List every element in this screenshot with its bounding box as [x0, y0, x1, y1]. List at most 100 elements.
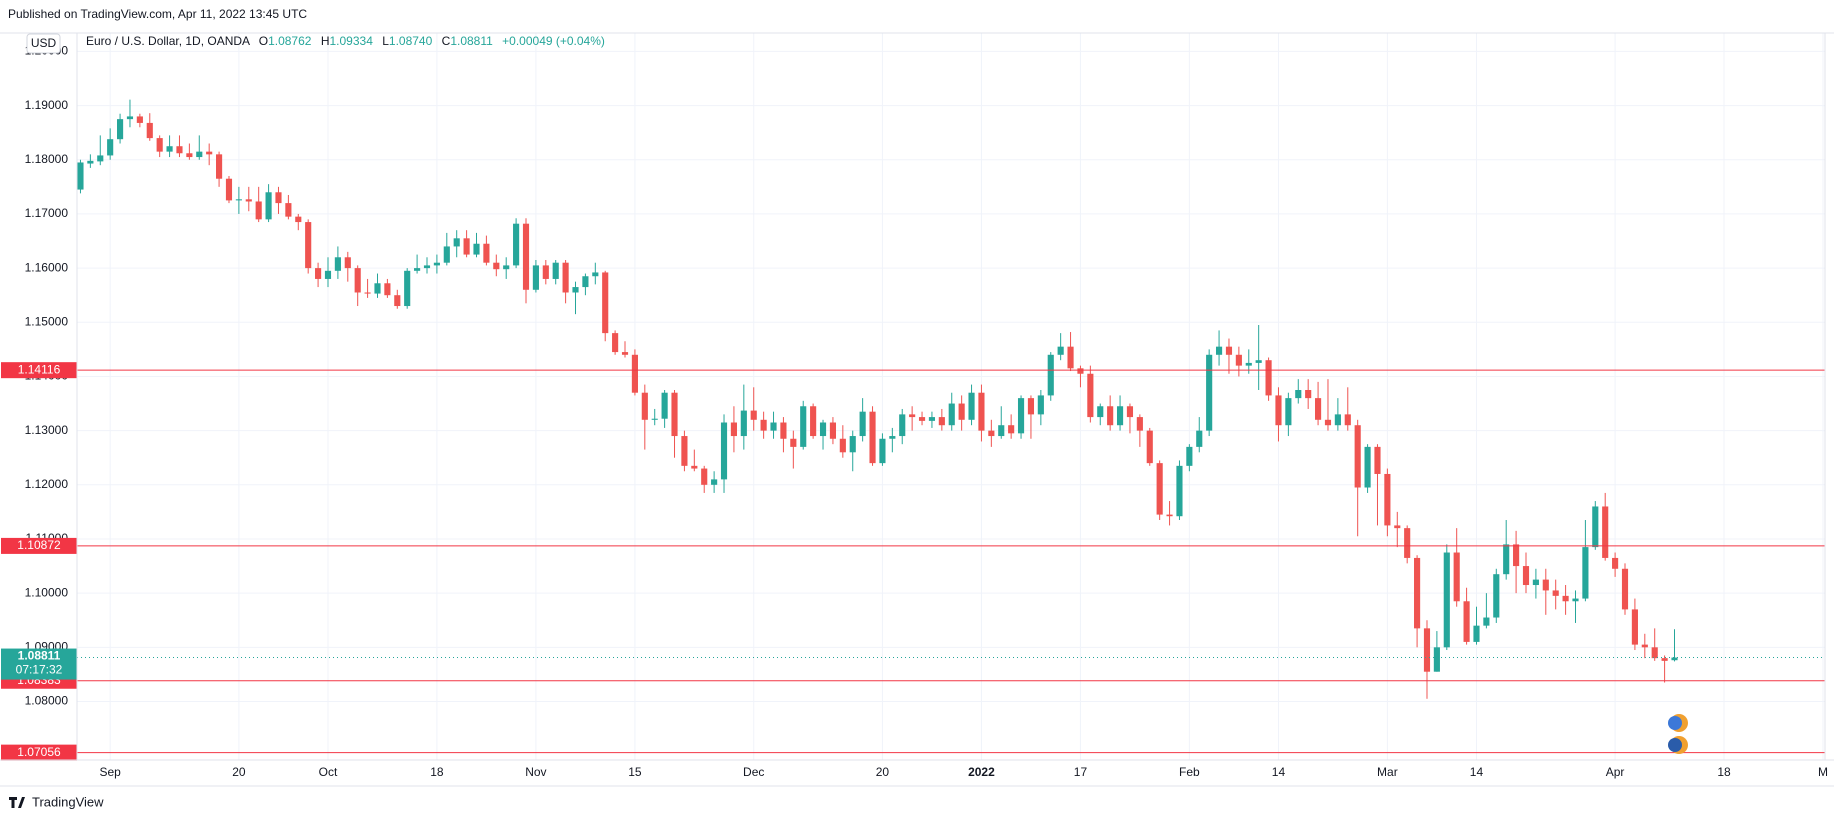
candle-body [384, 283, 391, 296]
candle-body [711, 479, 718, 485]
candle-body [216, 154, 223, 179]
candle-body [790, 438, 797, 447]
last-price-label: 1.08811 [18, 649, 61, 663]
x-tick-label: Oct [319, 765, 338, 779]
event-icons[interactable] [1668, 714, 1688, 754]
logo-mark [9, 797, 25, 808]
last-price-box [1, 648, 77, 680]
candle-body [552, 262, 559, 279]
candle-body [1126, 406, 1134, 418]
y-tick-label: 1.17000 [25, 206, 69, 220]
change: +0.00049 (+0.04%) [502, 34, 605, 48]
level-label: 1.10872 [17, 538, 61, 552]
candle-body [1186, 446, 1193, 466]
y-tick-label: 1.08000 [25, 694, 69, 708]
x-tick-label: Mar [1377, 765, 1398, 779]
candle-body [1612, 557, 1619, 569]
candle-body [1552, 590, 1559, 596]
x-tick-label: M [1818, 765, 1828, 779]
candle-body [126, 116, 134, 120]
candle-body [1027, 398, 1035, 415]
candle-body [1097, 406, 1104, 418]
candle-body [77, 162, 84, 190]
x-tick-label: 17 [1074, 765, 1088, 779]
candle-body [1275, 395, 1282, 426]
candle-body [1374, 446, 1381, 474]
candle-body [879, 438, 886, 464]
candle-body [423, 265, 431, 269]
countdown-label: 07:17:32 [16, 663, 63, 677]
candle-body [641, 392, 648, 420]
candle-body [1453, 552, 1460, 602]
currency-badge[interactable] [26, 33, 61, 54]
candle-body [1295, 389, 1302, 399]
candle-body [1661, 658, 1668, 661]
x-tick-label: Nov [525, 765, 546, 779]
candle-body [503, 265, 510, 270]
candle-body [681, 436, 688, 466]
candle-body [107, 139, 114, 156]
candle-body [1334, 414, 1341, 426]
candle-body [651, 418, 658, 420]
footer-logo [9, 797, 25, 808]
candle-body [978, 392, 985, 431]
candle-body [542, 265, 549, 279]
candle-body [562, 262, 569, 293]
candle-body [1107, 406, 1114, 426]
y-tick-label: 1.12000 [25, 477, 69, 491]
currency[interactable]: USD [31, 36, 57, 50]
candle-body [1255, 360, 1262, 363]
candle-body [176, 146, 183, 154]
candle-body [1087, 373, 1094, 418]
candle-body [1146, 430, 1153, 464]
y-tick-label: 1.15000 [25, 314, 69, 328]
candle-body [780, 422, 787, 439]
x-tick-label: 15 [628, 765, 642, 779]
candle-body [1414, 557, 1421, 629]
event-flag[interactable] [1668, 738, 1682, 752]
candle-body [186, 153, 193, 158]
event-flag[interactable] [1668, 716, 1682, 730]
candle-body [1483, 617, 1490, 626]
candle-body [720, 422, 728, 480]
level-label-box [1, 537, 77, 554]
x-tick-label: 20 [232, 765, 246, 779]
candle-body [374, 283, 381, 294]
candle-body [1225, 346, 1233, 355]
y-tick-label: 1.13000 [25, 423, 69, 437]
candle-body [443, 246, 450, 263]
candle-body [206, 151, 213, 155]
legend: Euro / U.S. Dollar, 1D, OANDA O1.08762 H… [86, 34, 605, 48]
candle-body [453, 238, 460, 247]
candle-body [582, 276, 589, 288]
candle-body [612, 333, 619, 353]
candle-body [1305, 389, 1312, 399]
candle-body [1631, 609, 1638, 645]
candle-body [819, 422, 827, 437]
candle-body [1206, 354, 1213, 431]
candle-body [1008, 425, 1015, 434]
candle-body [998, 425, 1005, 437]
candle-body [750, 410, 757, 420]
candle-body [671, 392, 678, 437]
candle-body [394, 295, 401, 307]
footer-brand: TradingView [32, 794, 104, 809]
candle-body [1235, 354, 1242, 366]
candle-body [1513, 544, 1520, 567]
candle-body [691, 465, 698, 469]
x-tick-label: 18 [430, 765, 444, 779]
candle-body [324, 270, 332, 279]
candle-body [938, 417, 945, 426]
candle-body [166, 146, 173, 152]
candle-body [245, 199, 252, 202]
candle-body [1493, 574, 1500, 618]
ohlc-label: H [321, 34, 330, 48]
candle-body [305, 222, 312, 269]
x-tick-label: Apr [1606, 765, 1625, 779]
candle-body [1057, 346, 1064, 355]
candle-body [255, 201, 262, 220]
candle-body [1176, 465, 1183, 517]
x-tick-label: 14 [1470, 765, 1484, 779]
candle-body [196, 151, 203, 158]
